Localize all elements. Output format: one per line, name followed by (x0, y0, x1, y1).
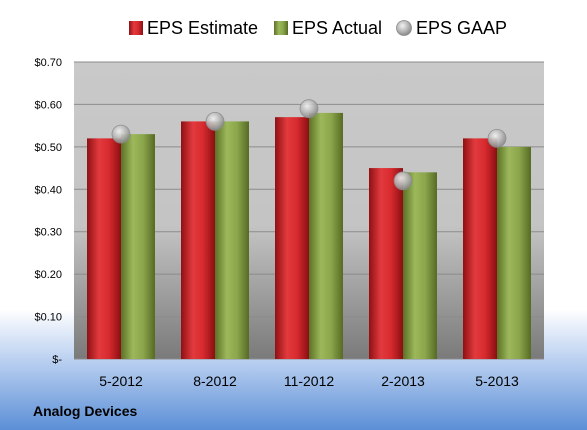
marker-eps-gaap (205, 112, 225, 131)
x-tick-label: 8-2012 (193, 373, 237, 389)
bar-eps-estimate (369, 168, 403, 359)
bar-eps-estimate (275, 117, 309, 360)
x-axis-ticks: 5-2012 8-2012 11-2012 2-2013 5-2013 (99, 373, 519, 389)
company-name: Analog Devices (33, 403, 137, 419)
legend: EPS Estimate EPS Actual EPS GAAP (129, 18, 507, 38)
x-tick-label: 5-2012 (99, 373, 143, 389)
marker-eps-gaap (299, 99, 319, 119)
legend-item-estimate: EPS Estimate (129, 18, 258, 38)
bar-eps-actual (403, 172, 437, 359)
bar-eps-estimate (181, 121, 215, 360)
y-tick-label: $0.60 (34, 99, 62, 111)
x-tick-label: 2-2013 (381, 373, 425, 389)
bars (87, 112, 531, 360)
bar-eps-actual (121, 134, 155, 359)
y-tick-label: $0.40 (34, 184, 62, 196)
legend-label-gaap: EPS GAAP (416, 18, 507, 38)
bar-eps-actual (215, 121, 249, 360)
y-tick-label: $0.70 (34, 57, 62, 69)
bar-eps-estimate (463, 138, 497, 359)
y-tick-label: $0.30 (34, 227, 62, 239)
bar-eps-actual (309, 112, 343, 360)
bar-eps-actual (497, 146, 531, 359)
y-tick-label: $0.50 (34, 142, 62, 154)
x-tick-label: 5-2013 (475, 373, 519, 389)
y-tick-label: $- (52, 354, 62, 366)
y-tick-label: $0.10 (34, 312, 62, 324)
legend-label-actual: EPS Actual (292, 18, 382, 38)
marker-eps-gaap (111, 124, 131, 144)
x-tick-label: 11-2012 (284, 373, 335, 389)
y-tick-label: $0.20 (34, 269, 62, 281)
legend-label-estimate: EPS Estimate (147, 18, 258, 38)
marker-eps-gaap (393, 171, 413, 191)
bar-eps-estimate (87, 138, 121, 359)
legend-item-gaap: EPS GAAP (396, 18, 507, 38)
legend-swatch-estimate (129, 21, 143, 35)
gaap-markers (111, 99, 507, 191)
legend-item-actual: EPS Actual (274, 18, 382, 38)
legend-swatch-gaap (396, 20, 412, 36)
legend-swatch-actual (274, 21, 288, 35)
marker-eps-gaap (487, 128, 507, 148)
y-axis-ticks: $- $0.10 $0.20 $0.30 $0.40 $0.50 $0.60 $0.70 (34, 57, 62, 366)
